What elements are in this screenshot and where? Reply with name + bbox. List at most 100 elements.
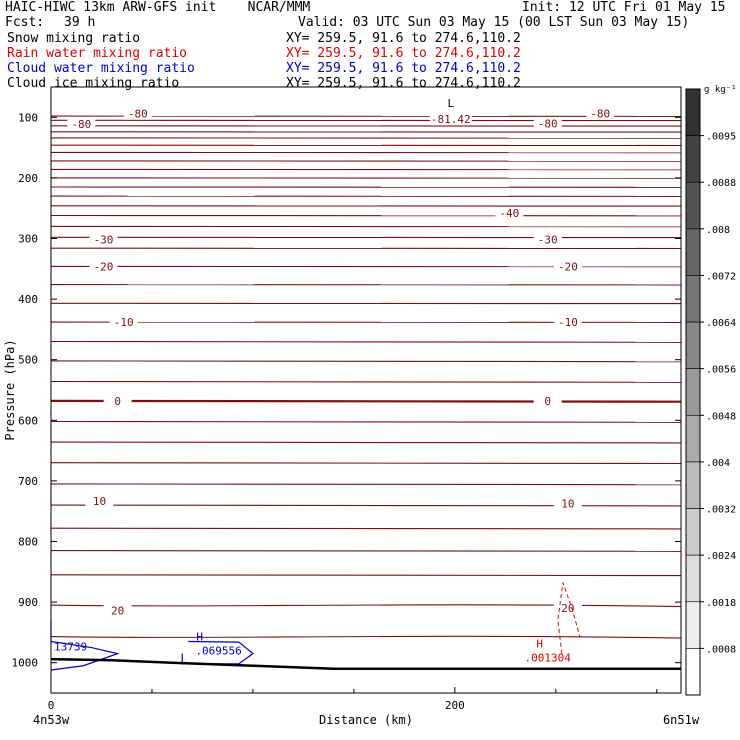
label-bg — [103, 604, 132, 617]
isotherm-label: 0 — [544, 395, 551, 408]
y-axis-label: Pressure (hPa) — [3, 339, 17, 440]
field-snow-xy: XY= 259.5, 91.6 to 274.6,110.2 — [286, 31, 521, 46]
colorbar-label: .0088 — [706, 178, 736, 189]
label-bg — [553, 602, 582, 615]
isotherm-line — [50, 380, 682, 383]
label-bg — [533, 233, 562, 246]
label-bg — [553, 316, 582, 329]
label-bg — [109, 316, 138, 329]
label-bg — [103, 394, 132, 407]
colorbar-segment — [685, 88, 701, 136]
label-bg — [586, 107, 615, 120]
terrain-line — [50, 657, 681, 671]
isotherm-label: -40 — [499, 207, 519, 220]
low-marker-value: -81.42 — [431, 113, 471, 126]
label-bg — [533, 117, 562, 130]
isotherm-line — [50, 462, 682, 465]
isotherm-line — [50, 483, 682, 486]
colorbar-segment — [685, 321, 701, 369]
isotherm-line — [50, 360, 682, 363]
isotherm-label: -20 — [558, 260, 578, 273]
label-bg — [89, 233, 118, 246]
valid-time: Valid: 03 UTC Sun 03 May 15 (00 LST Sun … — [298, 15, 690, 30]
colorbar-segment — [685, 648, 701, 696]
colorbar-segment — [685, 275, 701, 323]
isotherm-line — [50, 549, 682, 552]
y-tick-label: 600 — [18, 414, 38, 427]
isotherm-label: -20 — [94, 260, 114, 273]
x-tick-label: 200 — [445, 699, 465, 712]
label-bg — [123, 107, 152, 120]
isotherm-line — [50, 420, 682, 423]
colorbar-label: .0095 — [706, 132, 736, 143]
rain-contour — [557, 582, 581, 654]
label-bg — [553, 260, 582, 273]
colorbar-label: .0008 — [706, 644, 736, 655]
colorbar-unit: g kg⁻¹ — [704, 85, 737, 95]
isotherm-label: -80 — [590, 108, 610, 121]
isotherm-label: -80 — [128, 108, 148, 121]
label-bg — [85, 494, 114, 507]
colorbar-segment — [685, 228, 701, 276]
colorbar-segment — [685, 181, 701, 230]
cloudwater-value: 13739 — [54, 641, 87, 654]
isotherm-label: -10 — [558, 316, 578, 329]
label-bg — [429, 114, 472, 126]
field-snow-name: Snow mixing ratio — [7, 31, 141, 46]
cloudwater-max-symbol: H — [196, 630, 203, 643]
end-location-label: 6n51w — [663, 713, 700, 727]
cloudwater-max-value: .069556 — [195, 644, 241, 657]
field-rain-name: Rain water mixing ratio — [7, 46, 188, 61]
isotherm-line — [50, 527, 682, 530]
label-bg — [495, 207, 524, 220]
isotherm-label: 10 — [93, 495, 106, 508]
title-line: HAIC-HIWC 13km ARW-GFS init NCAR/MMM — [5, 0, 311, 15]
isotherm-label: 20 — [111, 605, 124, 618]
colorbar-label: .0018 — [706, 598, 736, 609]
colorbar-segment — [685, 135, 701, 183]
y-tick-label: 700 — [18, 475, 38, 488]
rain-max-symbol: H — [536, 638, 543, 651]
plot-frame — [50, 86, 682, 694]
y-tick-label: 100 — [18, 111, 38, 124]
label-bg — [67, 117, 96, 130]
colorbar: g kg⁻¹ .0095 .0088 .008 .0072 .0064 .0056 .0048… — [685, 85, 737, 696]
field-cloudwater-name: Cloud water mixing ratio — [7, 61, 195, 76]
y-tick-label: 1000 — [12, 657, 39, 670]
isotherm-line — [50, 340, 682, 343]
colorbar-segment — [685, 461, 701, 509]
low-marker-symbol: L — [447, 97, 454, 110]
y-tick-label: 400 — [18, 293, 38, 306]
forecast-label: Fcst: — [5, 15, 45, 30]
isotherm-line — [50, 635, 682, 639]
isotherm-label: 20 — [561, 602, 574, 615]
isotherm-label: -30 — [538, 234, 558, 247]
colorbar-label: .0048 — [706, 411, 736, 422]
colorbar-label: .008 — [706, 225, 730, 236]
y-tick-label: 800 — [18, 536, 38, 549]
colorbar-frame — [685, 88, 701, 696]
isotherm-line — [50, 399, 682, 403]
field-rain-xy: XY= 259.5, 91.6 to 274.6,110.2 — [286, 46, 521, 61]
isotherm-line — [50, 504, 682, 507]
isotherm-label: -80 — [538, 117, 558, 130]
colorbar-segment — [685, 554, 701, 603]
label-bg — [533, 394, 562, 407]
start-location-label: 4n53w — [33, 713, 70, 727]
label-bg — [89, 260, 118, 273]
forecast-hour: 39 h — [64, 15, 96, 30]
isotherm-line — [50, 604, 682, 608]
init-time: Init: 12 UTC Fri 01 May 15 — [522, 0, 726, 15]
isotherm-label: 0 — [114, 395, 121, 408]
y-tick-label: 500 — [18, 354, 38, 367]
x-axis-label: Distance (km) — [319, 713, 413, 727]
colorbar-segment — [685, 601, 701, 649]
y-tick-label: 900 — [18, 596, 38, 609]
colorbar-label: .004 — [706, 458, 730, 469]
colorbar-label: .0032 — [706, 505, 736, 516]
colorbar-label: .0024 — [706, 551, 736, 562]
isotherm-label: 10 — [561, 497, 574, 510]
